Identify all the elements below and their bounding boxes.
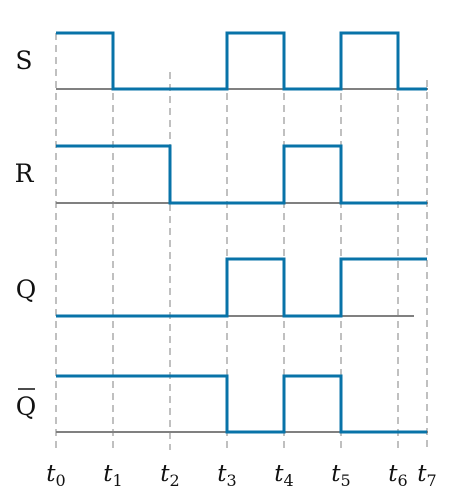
time-label-t1: t1: [103, 461, 122, 490]
time-label-t2: t2: [160, 461, 179, 490]
waveform-r: [56, 144, 427, 205]
time-label-t6: t6: [388, 461, 407, 490]
signal-labels: S R Q Q: [15, 46, 37, 421]
signal-label-q-bar: Q: [16, 392, 37, 421]
waveform-qbar: [56, 374, 427, 434]
signal-label-s: S: [15, 46, 32, 75]
time-label-t5: t5: [331, 461, 350, 490]
time-label-t3: t3: [217, 461, 236, 490]
time-label-t4: t4: [274, 461, 293, 490]
signal-label-q: Q: [16, 275, 37, 304]
time-guide-lines: [55, 33, 428, 450]
waveform-q: [56, 257, 427, 318]
signal-label-r: R: [15, 159, 35, 188]
time-label-t7: t7: [417, 461, 436, 490]
waveform-s: [56, 31, 427, 91]
time-axis-labels: t0 t1 t2 t3 t4 t5 t6 t7: [46, 461, 436, 490]
time-label-t0: t0: [46, 461, 65, 490]
signal-waveforms: [56, 31, 427, 434]
